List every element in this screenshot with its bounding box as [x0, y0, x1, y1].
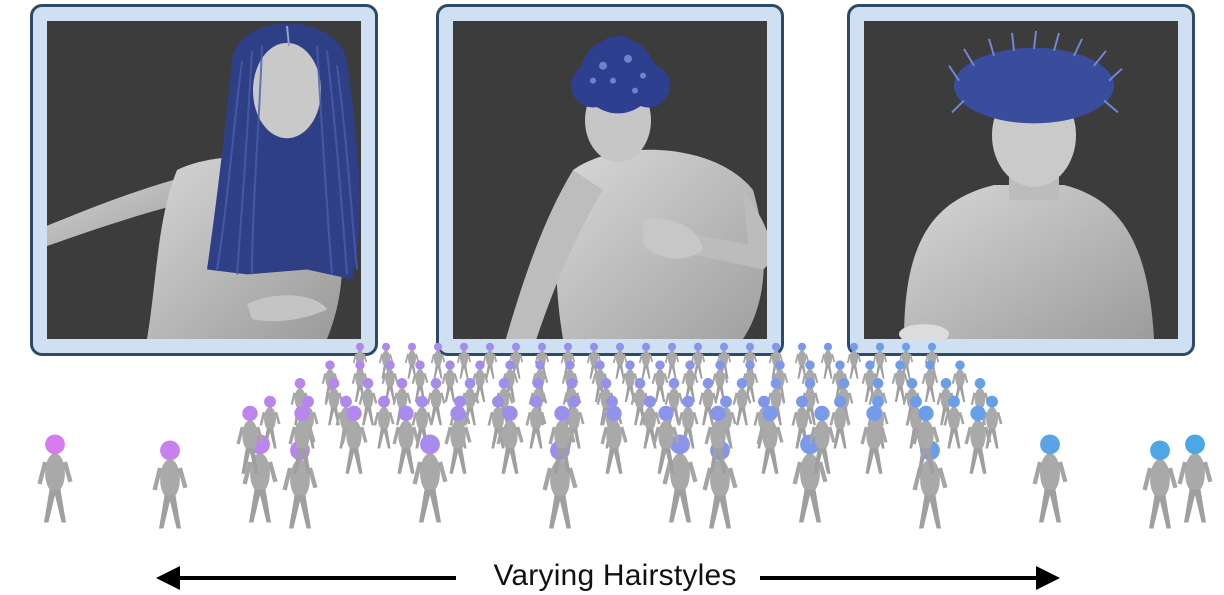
crowd-figure	[441, 360, 459, 402]
crowd-figure	[861, 360, 879, 402]
crowd-figure	[662, 434, 698, 523]
character-crowd	[37, 342, 1213, 529]
crowd-figure	[586, 342, 602, 379]
crowd-figure	[756, 405, 784, 474]
crowd-figure	[288, 405, 316, 474]
crowd-figure	[612, 342, 628, 379]
crowd-figure	[37, 434, 73, 523]
crowd-figure	[690, 342, 706, 379]
crowd-figure	[496, 405, 524, 474]
caption: Varying Hairstyles	[0, 555, 1224, 595]
crowd-figure	[411, 360, 429, 402]
render-viewport	[864, 21, 1178, 339]
crowd-figure	[981, 395, 1003, 449]
crowd-figure	[964, 405, 992, 474]
crowd-figure	[951, 360, 969, 402]
crowd-figure	[152, 440, 188, 529]
caption-label: Varying Hairstyles	[493, 559, 737, 592]
crowd-figure	[1032, 434, 1068, 523]
crowd-figure	[829, 395, 851, 449]
arrow-line-right	[760, 576, 1040, 580]
render-panel-curly-hair	[436, 4, 784, 356]
crowd-figure	[548, 405, 576, 474]
crowd-figure	[664, 342, 680, 379]
crowd-figure	[921, 360, 939, 402]
render-viewport	[47, 21, 361, 339]
crowd-figure	[846, 342, 862, 379]
crowd-figure	[639, 395, 661, 449]
arrow-right-icon	[1036, 566, 1060, 590]
crowd-figure	[430, 342, 446, 379]
crowd-figure	[711, 360, 729, 402]
crowd-figure	[1177, 434, 1213, 523]
crowd-figure	[373, 395, 395, 449]
crowd-figure	[324, 378, 344, 426]
crowd-figure	[943, 395, 965, 449]
crowd-figure	[741, 360, 759, 402]
crowd-figure	[820, 342, 836, 379]
crowd-figure	[600, 405, 628, 474]
crowd-figure	[444, 405, 472, 474]
crowd-figure	[652, 405, 680, 474]
crowd-figure	[808, 405, 836, 474]
crowd-figure	[412, 434, 448, 523]
crowd-figure	[340, 405, 368, 474]
curly-hair-render	[505, 35, 767, 339]
crowd-figure	[681, 360, 699, 402]
crowd-figure	[525, 395, 547, 449]
crowd-figure	[482, 342, 498, 379]
crowd-figure	[392, 405, 420, 474]
spiky-hair-render	[899, 30, 1154, 339]
crowd-figure	[872, 342, 888, 379]
crowd-figure	[860, 405, 888, 474]
crowd-figure	[936, 378, 956, 426]
crowd-figure	[638, 342, 654, 379]
render-panel-long-hair	[30, 4, 378, 356]
crowd-figure	[651, 360, 669, 402]
crowd-figure	[891, 360, 909, 402]
crowd-figure	[791, 395, 813, 449]
crowd-figure	[460, 378, 480, 426]
arrow-line-left	[176, 576, 456, 580]
crowd-figure	[1142, 440, 1178, 529]
crowd-figure	[236, 405, 264, 474]
crowd-figure	[426, 378, 446, 426]
crowd-figure	[912, 405, 940, 474]
crowd-figure	[358, 378, 378, 426]
crowd-figure	[456, 342, 472, 379]
long-hair-render	[47, 23, 360, 339]
render-panel-spiky-hair	[847, 4, 1195, 356]
crowd-figure	[411, 395, 433, 449]
render-viewport	[453, 21, 767, 339]
crowd-figure	[630, 378, 650, 426]
crowd-figure	[732, 378, 752, 426]
crowd-figure	[704, 405, 732, 474]
crowd-figure	[487, 395, 509, 449]
